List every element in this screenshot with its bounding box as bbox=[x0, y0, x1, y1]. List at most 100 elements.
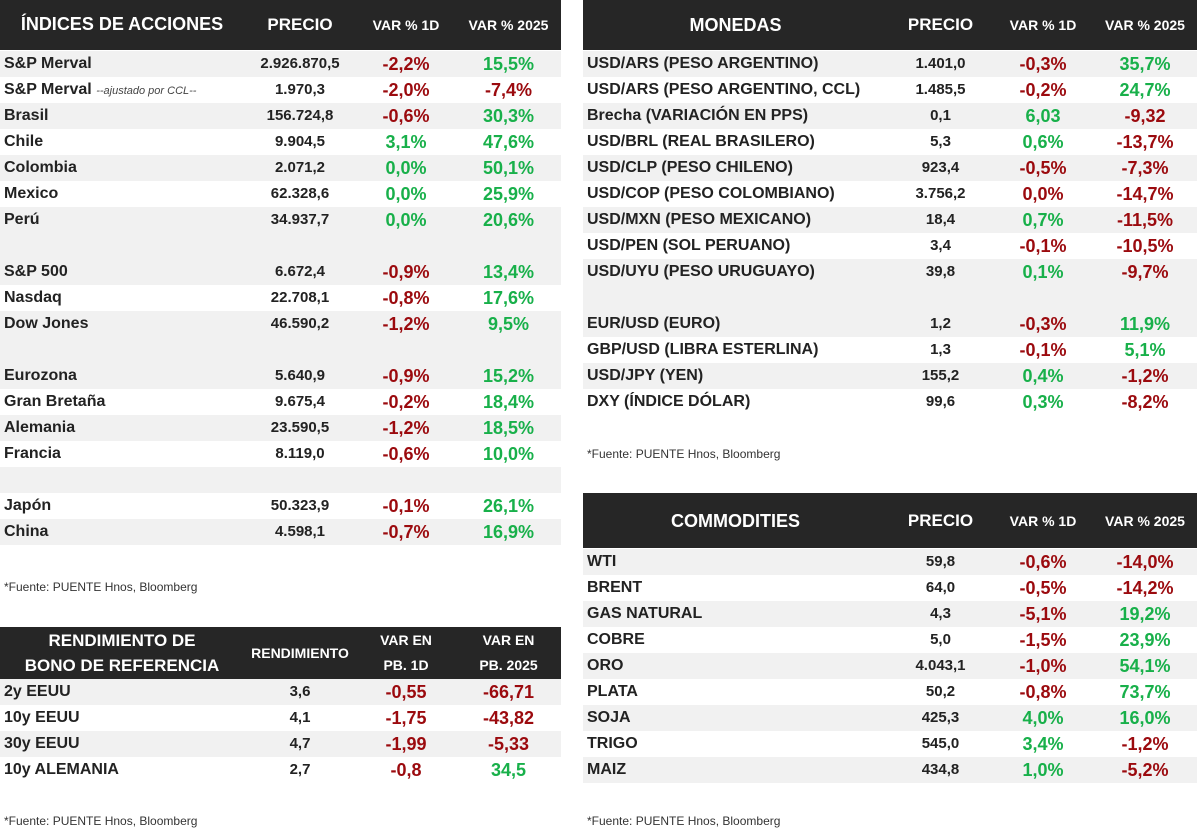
row-price: 59,8 bbox=[925, 553, 956, 570]
table-row: 2y EEUU 3,6 -0,55 -66,71 bbox=[0, 679, 561, 705]
row-name: USD/JPY (YEN) bbox=[587, 363, 703, 389]
row-var-2025: 11,9% bbox=[1119, 314, 1171, 334]
row-var-1d: -0,5% bbox=[1019, 158, 1067, 178]
row-price: 434,8 bbox=[921, 761, 960, 778]
table-row: Gran Bretaña 9.675,4 -0,2% 18,4% bbox=[0, 389, 561, 415]
row-var-2025: 16,9% bbox=[482, 522, 535, 542]
row-var-2025: -14,7% bbox=[1116, 184, 1174, 204]
row-price: 5.640,9 bbox=[274, 367, 326, 384]
row-name: PLATA bbox=[587, 679, 638, 705]
row-var-2025: 10,0% bbox=[482, 444, 535, 464]
row-price: 5,3 bbox=[930, 133, 951, 150]
currencies-header: MONEDAS PRECIO VAR % 1D VAR % 2025 bbox=[583, 0, 1197, 50]
row-name: COBRE bbox=[587, 627, 645, 653]
row-price: 2,7 bbox=[289, 761, 311, 778]
row-var-1d: -0,1% bbox=[1019, 236, 1067, 256]
row-price: 4,7 bbox=[289, 735, 311, 752]
row-name-text: USD/UYU (PESO URUGUAYO) bbox=[587, 263, 815, 280]
table-row: USD/UYU (PESO URUGUAYO) 39,8 0,1% -9,7% bbox=[583, 259, 1197, 285]
row-name: Eurozona bbox=[4, 363, 77, 389]
row-var-1d: 0,0% bbox=[385, 210, 427, 230]
row-name-text: 2y EEUU bbox=[4, 683, 71, 700]
row-var-1d: -0,1% bbox=[382, 496, 430, 516]
row-name: S&P Merval bbox=[4, 51, 92, 77]
row-price: 4,1 bbox=[289, 709, 311, 726]
row-name-text: ORO bbox=[587, 657, 624, 674]
table-row: EUR/USD (EURO) 1,2 -0,3% 11,9% bbox=[583, 311, 1197, 337]
row-price: 22.708,1 bbox=[270, 289, 330, 306]
indices-panel: ÍNDICES DE ACCIONES PRECIO VAR % 1D VAR … bbox=[0, 0, 561, 600]
row-price: 1.485,5 bbox=[915, 81, 966, 98]
row-name: GBP/USD (LIBRA ESTERLINA) bbox=[587, 337, 818, 363]
table-row: USD/BRL (REAL BRASILERO) 5,3 0,6% -13,7% bbox=[583, 129, 1197, 155]
row-name-text: 30y EEUU bbox=[4, 735, 80, 752]
row-price: 425,3 bbox=[921, 709, 960, 726]
row-name-text: Chile bbox=[4, 133, 44, 150]
row-price: 4,3 bbox=[930, 605, 951, 622]
row-var-1d: -0,9% bbox=[382, 262, 430, 282]
row-var-2025: -7,3% bbox=[1121, 158, 1169, 178]
table-row: MAIZ 434,8 1,0% -5,2% bbox=[583, 757, 1197, 783]
row-var-2025: 50,1% bbox=[482, 158, 535, 178]
table-row: GBP/USD (LIBRA ESTERLINA) 1,3 -0,1% 5,1% bbox=[583, 337, 1197, 363]
row-name-text: BRENT bbox=[587, 579, 643, 596]
currencies-rows: USD/ARS (PESO ARGENTINO) 1.401,0 -0,3% 35,7… bbox=[583, 51, 1197, 415]
row-var-1d: 0,6% bbox=[1022, 132, 1064, 152]
row-name: 10y EEUU bbox=[4, 705, 80, 731]
table-row: 30y EEUU 4,7 -1,99 -5,33 bbox=[0, 731, 561, 757]
row-price: 8.119,0 bbox=[275, 445, 325, 462]
row-name: Chile bbox=[4, 129, 43, 155]
indices-var1d-header: VAR % 1D bbox=[372, 17, 440, 33]
row-name-text: 10y ALEMANIA bbox=[4, 761, 119, 778]
bonds-var1d-header-line1: VAR EN bbox=[380, 632, 432, 648]
table-row: China 4.598,1 -0,7% 16,9% bbox=[0, 519, 561, 545]
bonds-title-line2: BONO DE REFERENCIA bbox=[24, 656, 220, 675]
row-name: China bbox=[4, 519, 48, 545]
commodities-var1d-header: VAR % 1D bbox=[1009, 513, 1077, 529]
row-name-text: Brecha (VARIACIÓN EN PPS) bbox=[587, 107, 809, 124]
bonds-panel: RENDIMIENTO DE BONO DE REFERENCIA RENDIM… bbox=[0, 627, 561, 836]
row-var-1d: -0,3% bbox=[1019, 54, 1067, 74]
row-name-text: Nasdaq bbox=[4, 289, 62, 306]
spacer-row bbox=[0, 233, 561, 259]
row-var-1d: 6,03 bbox=[1025, 106, 1061, 126]
row-var-2025: 18,4% bbox=[482, 392, 535, 412]
row-var-1d: -0,6% bbox=[382, 106, 430, 126]
row-var-2025: 34,5 bbox=[490, 760, 527, 780]
table-row: Brecha (VARIACIÓN EN PPS) 0,1 6,03 -9,32 bbox=[583, 103, 1197, 129]
row-name-text: GBP/USD (LIBRA ESTERLINA) bbox=[587, 341, 819, 358]
row-name: S&P 500 bbox=[4, 259, 68, 285]
row-var-2025: 20,6% bbox=[482, 210, 535, 230]
row-var-2025: 26,1% bbox=[482, 496, 535, 516]
row-var-2025: 5,1% bbox=[1124, 340, 1166, 360]
row-var-2025: 54,1% bbox=[1119, 656, 1171, 676]
row-var-2025: 73,7% bbox=[1119, 682, 1171, 702]
bonds-source: *Fuente: PUENTE Hnos, Bloomberg bbox=[4, 814, 198, 828]
row-name: GAS NATURAL bbox=[587, 601, 702, 627]
row-name-text: S&P 500 bbox=[4, 263, 68, 280]
row-var-1d: -0,1% bbox=[1019, 340, 1067, 360]
row-name-text: USD/MXN (PESO MEXICANO) bbox=[587, 211, 812, 228]
row-name: WTI bbox=[587, 549, 616, 575]
table-row: Colombia 2.071,2 0,0% 50,1% bbox=[0, 155, 561, 181]
table-row: ORO 4.043,1 -1,0% 54,1% bbox=[583, 653, 1197, 679]
row-var-2025: -13,7% bbox=[1116, 132, 1174, 152]
row-var-2025: 15,5% bbox=[482, 54, 535, 74]
row-var-2025: 23,9% bbox=[1119, 630, 1171, 650]
row-var-1d: 0,4% bbox=[1022, 366, 1064, 386]
row-price: 50.323,9 bbox=[270, 497, 330, 514]
table-row: PLATA 50,2 -0,8% 73,7% bbox=[583, 679, 1197, 705]
row-var-1d: -1,2% bbox=[382, 314, 430, 334]
row-name: USD/ARS (PESO ARGENTINO) bbox=[587, 51, 818, 77]
row-price: 1.401,0 bbox=[915, 55, 966, 72]
row-var-2025: -66,71 bbox=[482, 682, 535, 702]
row-var-2025: 30,3% bbox=[482, 106, 535, 126]
table-row: Japón 50.323,9 -0,1% 26,1% bbox=[0, 493, 561, 519]
row-var-2025: -8,2% bbox=[1121, 392, 1169, 412]
row-price: 5,0 bbox=[930, 631, 951, 648]
row-var-1d: -2,2% bbox=[382, 54, 430, 74]
row-price: 46.590,2 bbox=[270, 315, 330, 332]
row-name-text: S&P Merval bbox=[4, 55, 92, 72]
row-name-text: Gran Bretaña bbox=[4, 393, 106, 410]
row-name: Francia bbox=[4, 441, 61, 467]
